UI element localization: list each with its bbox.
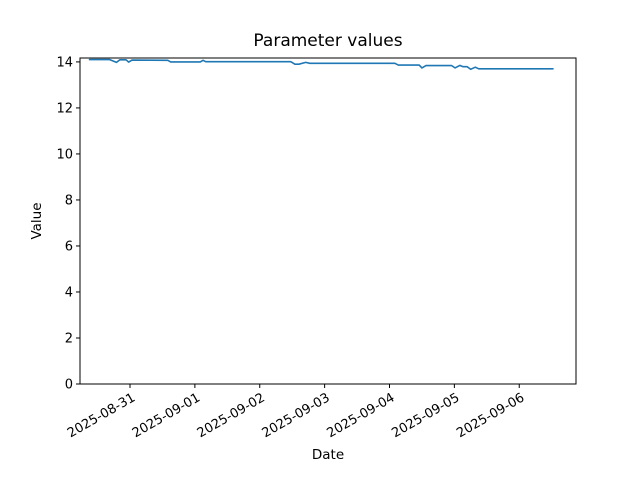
y-tick-label: 10	[56, 147, 73, 162]
x-axis-label: Date	[311, 447, 345, 463]
y-tick-label: 8	[65, 193, 73, 208]
data-line	[88, 58, 554, 71]
x-tick-label: 2025-09-03	[260, 390, 333, 441]
chart-title: Parameter values	[253, 31, 403, 51]
x-tick-label: 2025-09-01	[130, 390, 203, 441]
axes-frame	[79, 57, 577, 385]
x-tick-label: 2025-09-02	[195, 390, 268, 441]
x-tick-label: 2025-09-04	[325, 390, 398, 441]
x-tick-label: 2025-09-05	[389, 390, 462, 441]
y-tick-label: 6	[65, 239, 73, 254]
y-tick-label: 4	[65, 285, 73, 300]
x-tick-label: 2025-09-06	[454, 390, 527, 441]
x-tick-label: 2025-08-31	[65, 390, 138, 441]
y-tick-label: 0	[65, 378, 73, 393]
y-tick-label: 14	[56, 55, 73, 70]
y-tick-label: 2	[65, 331, 73, 346]
y-tick-label: 12	[56, 101, 73, 116]
